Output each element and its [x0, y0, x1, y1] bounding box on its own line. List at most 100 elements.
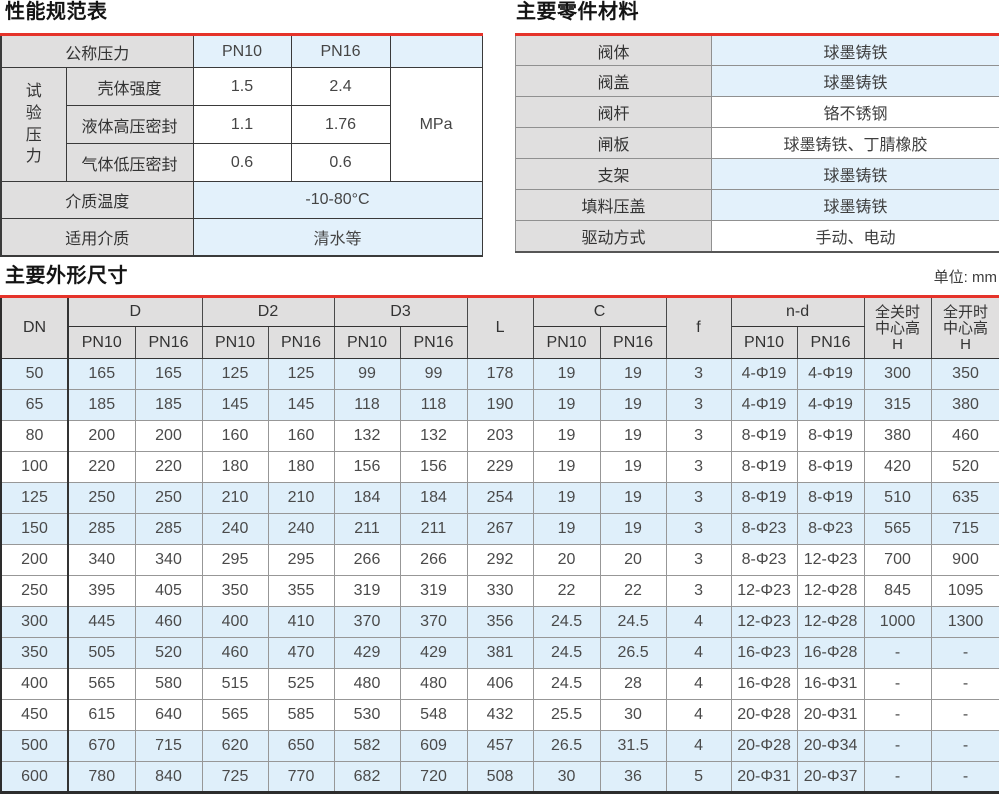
cell: 5	[665, 761, 732, 793]
cell: 682	[333, 761, 401, 793]
cell: 8-Φ19	[730, 420, 798, 452]
dimensions-section: 主要外形尺寸 单位: mm DN D D2 D3 L C f n-d	[0, 264, 999, 794]
cell: 36	[599, 761, 667, 793]
cell: 12-Φ28	[796, 606, 865, 638]
cell: 1.1	[192, 105, 292, 144]
cell: 180	[201, 451, 269, 483]
cell: 530	[333, 699, 401, 731]
cell: 8-Φ19	[730, 482, 798, 514]
cell: 4	[665, 699, 732, 731]
material-cell: 球墨铸铁	[711, 65, 999, 97]
cell: 520	[134, 637, 203, 669]
cell: 510	[863, 482, 932, 514]
cell: 900	[930, 544, 999, 576]
cell: 180	[267, 451, 335, 483]
cell: 184	[399, 482, 468, 514]
cell: 190	[466, 389, 534, 421]
cell: 315	[863, 389, 932, 421]
cell: 185	[67, 389, 136, 421]
cell: 450	[0, 699, 69, 731]
cell: 0.6	[192, 143, 292, 182]
cell: 3	[665, 358, 732, 390]
cell: 118	[399, 389, 468, 421]
table-row: 公称压力 PN10 PN16	[0, 34, 483, 68]
column-header-pn10: PN10	[730, 326, 798, 359]
cell: 670	[67, 730, 136, 762]
cell: 300	[0, 606, 69, 638]
cell: 254	[466, 482, 534, 514]
table-row: 500 670 715 620 650 582 609 457 26.5 31.5 4 20-Φ28 2…	[0, 730, 999, 762]
cell: 26.5	[599, 637, 667, 669]
cell: 160	[201, 420, 269, 452]
cell: 150	[0, 513, 69, 545]
cell: 20-Φ37	[796, 761, 865, 793]
column-header-d: D	[67, 296, 203, 327]
table-row: 125 250 250 210 210 184 184 254 19 19 3 8-Φ19 8-Φ19 5…	[0, 482, 999, 514]
cell: -	[930, 730, 999, 762]
cell: 240	[201, 513, 269, 545]
cell: 4	[665, 730, 732, 762]
part-name-cell: 支架	[515, 158, 712, 190]
cell: 22	[599, 575, 667, 607]
cell: 380	[863, 420, 932, 452]
material-cell: 球墨铸铁	[711, 34, 999, 66]
cell: 156	[399, 451, 468, 483]
cell: 20-Φ28	[730, 730, 798, 762]
row-label: 液体高压密封	[65, 105, 194, 144]
dimensions-table-head: DN D D2 D3 L C f n-d 全关时 中心高 H 全开时 中心	[0, 296, 999, 359]
cell: 381	[466, 637, 534, 669]
cell: 319	[399, 575, 468, 607]
cell: 19	[532, 482, 601, 514]
cell: 22	[532, 575, 601, 607]
column-header-pn10: PN10	[532, 326, 601, 359]
cell: 700	[863, 544, 932, 576]
cell: 125	[201, 358, 269, 390]
cell: 132	[333, 420, 401, 452]
cell: 266	[399, 544, 468, 576]
material-cell: 铬不锈钢	[711, 96, 999, 128]
cell: 19	[532, 451, 601, 483]
dimensions-table-body: 50 165 165 125 125 99 99 178 19 19 3 4-Φ19 4-Φ19 300 3…	[0, 358, 999, 793]
part-name-cell: 填料压盖	[515, 189, 712, 221]
cell: 165	[67, 358, 136, 390]
column-header-d2: D2	[201, 296, 335, 327]
performance-section: 性能规范表 公称压力 PN10 PN16 试验压力 壳体强度 1.5 2.4 M…	[0, 0, 483, 257]
cell: 20	[532, 544, 601, 576]
cell: 640	[134, 699, 203, 731]
cell: 203	[466, 420, 534, 452]
cell: 4-Φ19	[796, 389, 865, 421]
row-label: 壳体强度	[65, 67, 194, 106]
dimensions-table: DN D D2 D3 L C f n-d 全关时 中心高 H 全开时 中心	[0, 295, 999, 794]
table-row: 450 615 640 565 585 530 548 432 25.5 30 4 20-Φ28 20-…	[0, 699, 999, 731]
cell: 370	[399, 606, 468, 638]
cell: 145	[267, 389, 335, 421]
material-cell: 球墨铸铁	[711, 189, 999, 221]
table-row: 支架 球墨铸铁	[515, 158, 999, 190]
cell: 410	[267, 606, 335, 638]
cell: 500	[0, 730, 69, 762]
cell: 295	[201, 544, 269, 576]
cell: -	[863, 668, 932, 700]
cell: 24.5	[532, 637, 601, 669]
cell: 340	[67, 544, 136, 576]
cell: 229	[466, 451, 534, 483]
cell: 4	[665, 668, 732, 700]
cell: 457	[466, 730, 534, 762]
row-label: 气体低压密封	[65, 143, 194, 182]
cell: 292	[466, 544, 534, 576]
cell: 160	[267, 420, 335, 452]
medium-label: 适用介质	[0, 218, 194, 256]
cell: 267	[466, 513, 534, 545]
cell: 319	[333, 575, 401, 607]
cell: 8-Φ19	[730, 451, 798, 483]
table-row: 80 200 200 160 160 132 132 203 19 19 3 8-Φ19 8-Φ19 38…	[0, 420, 999, 452]
cell: 350	[930, 358, 999, 390]
column-header-pn16: PN16	[399, 326, 468, 359]
cell: 16-Φ31	[796, 668, 865, 700]
cell: 565	[863, 513, 932, 545]
cell: 565	[67, 668, 136, 700]
table-row: 填料压盖 球墨铸铁	[515, 189, 999, 221]
cell: 156	[333, 451, 401, 483]
cell: 4	[665, 606, 732, 638]
cell: 420	[863, 451, 932, 483]
